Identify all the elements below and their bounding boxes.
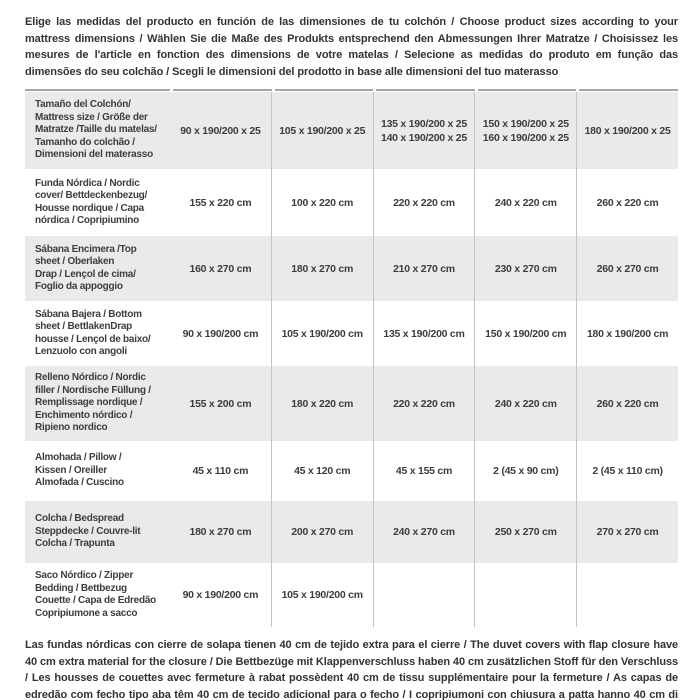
product-label-cell: Relleno Nórdico / Nordic filler / Nordis…: [35, 372, 151, 434]
product-label-cell: Sábana Bajera / Bottom sheet / Bettlaken…: [35, 308, 151, 358]
size-value-cell: 45 x 110 cm: [192, 465, 249, 477]
size-value-cell: 260 x 220 cm: [576, 169, 678, 236]
size-value-cell: 250 x 270 cm: [474, 501, 576, 563]
size-value-cell: 45 x 120 cm: [270, 441, 373, 501]
size-value-cell: 240 x 220 cm: [474, 169, 576, 236]
product-label-cell: Saco Nórdico / Zipper Bedding / Bettbezu…: [35, 570, 156, 619]
size-value-cell: [474, 563, 576, 627]
border-segment: [173, 89, 272, 91]
size-value-cell: [372, 563, 475, 627]
size-value-cell: 180 x 220 cm: [270, 366, 373, 441]
product-label-cell: Almohada / Pillow / Kissen / Oreiller Al…: [35, 452, 124, 489]
border-segment: [579, 89, 678, 91]
footer-note: Las fundas nórdicas con cierre de solapa…: [25, 639, 678, 700]
table-row-pillow: Almohada / Pillow / Kissen / Oreiller Al…: [25, 441, 678, 501]
size-value-cell: 2 (45 x 110 cm): [576, 441, 678, 501]
size-value-cell: 90 x 190/200 cm: [182, 327, 259, 340]
size-value-cell: 45 x 155 cm: [372, 441, 475, 501]
size-value-cell: 240 x 270 cm: [372, 501, 475, 563]
border-segment: [274, 89, 374, 91]
table-row-nordic-cover: Funda Nórdica / Nordic cover/ Bettdecken…: [25, 169, 678, 236]
size-value-cell: 105 x 190/200 x 25: [270, 92, 373, 169]
size-value-cell: 180 x 190/200 cm: [576, 301, 678, 366]
product-label-cell: Sábana Encimera /Top sheet / Oberlaken D…: [35, 243, 137, 293]
size-value-cell: 260 x 270 cm: [576, 236, 678, 301]
size-value-cell: 160 x 270 cm: [189, 262, 252, 275]
table-row-bottom-sheet: Sábana Bajera / Bottom sheet / Bettlaken…: [25, 301, 678, 366]
size-value-cell: 200 x 270 cm: [270, 501, 373, 563]
size-value-cell: 180 x 270 cm: [189, 526, 252, 538]
size-value-cell: 260 x 220 cm: [576, 366, 678, 441]
size-value-cell: 230 x 270 cm: [474, 236, 576, 301]
size-value-cell: 150 x 190/200 cm: [474, 301, 576, 366]
table-row-top-sheet: Sábana Encimera /Top sheet / Oberlaken D…: [25, 236, 678, 301]
size-value-cell: 210 x 270 cm: [372, 236, 475, 301]
size-value-cell: 105 x 190/200 cm: [270, 301, 373, 366]
size-value-cell: 155 x 200 cm: [189, 397, 252, 410]
size-value-cell: 180 x 270 cm: [270, 236, 373, 301]
border-segment: [25, 89, 170, 91]
size-value-cell: 180 x 190/200 x 25: [576, 92, 678, 169]
size-value-cell: 2 (45 x 90 cm): [474, 441, 576, 501]
size-value-cell: 90 x 190/200 cm: [182, 589, 259, 601]
size-value-cell: 270 x 270 cm: [576, 501, 678, 563]
size-value-cell: 90 x 190/200 x 25: [180, 124, 261, 137]
intro-text: Elige las medidas del producto en funció…: [25, 16, 678, 78]
size-value-cell: 100 x 220 cm: [270, 169, 373, 236]
table-row-zipper-bedding: Saco Nórdico / Zipper Bedding / Bettbezu…: [25, 563, 678, 627]
table-row-mattress-size: Tamaño del Colchón/ Mattress size / Größ…: [25, 92, 678, 169]
size-value-cell: 150 x 190/200 x 25 160 x 190/200 x 25: [474, 92, 576, 169]
size-value-cell: 220 x 220 cm: [372, 366, 475, 441]
product-label-cell: Colcha / Bedspread Steppdecke / Couvre-l…: [35, 513, 141, 550]
size-value-cell: [576, 563, 678, 627]
size-value-cell: 135 x 190/200 cm: [372, 301, 475, 366]
size-table: Tamaño del Colchón/ Mattress size / Größ…: [25, 89, 678, 627]
product-label-cell: Tamaño del Colchón/ Mattress size / Größ…: [35, 99, 157, 161]
border-segment: [477, 89, 577, 91]
size-value-cell: 135 x 190/200 x 25 140 x 190/200 x 25: [372, 92, 475, 169]
size-value-cell: 220 x 220 cm: [372, 169, 475, 236]
table-row-nordic-filler: Relleno Nórdico / Nordic filler / Nordis…: [25, 366, 678, 441]
table-row-bedspread: Colcha / Bedspread Steppdecke / Couvre-l…: [25, 501, 678, 563]
size-value-cell: 240 x 220 cm: [474, 366, 576, 441]
product-label-cell: Funda Nórdica / Nordic cover/ Bettdecken…: [35, 177, 148, 227]
border-segment: [376, 89, 475, 91]
size-value-cell: 105 x 190/200 cm: [270, 563, 373, 627]
size-value-cell: 155 x 220 cm: [189, 196, 252, 209]
table-top-border: [25, 89, 678, 92]
